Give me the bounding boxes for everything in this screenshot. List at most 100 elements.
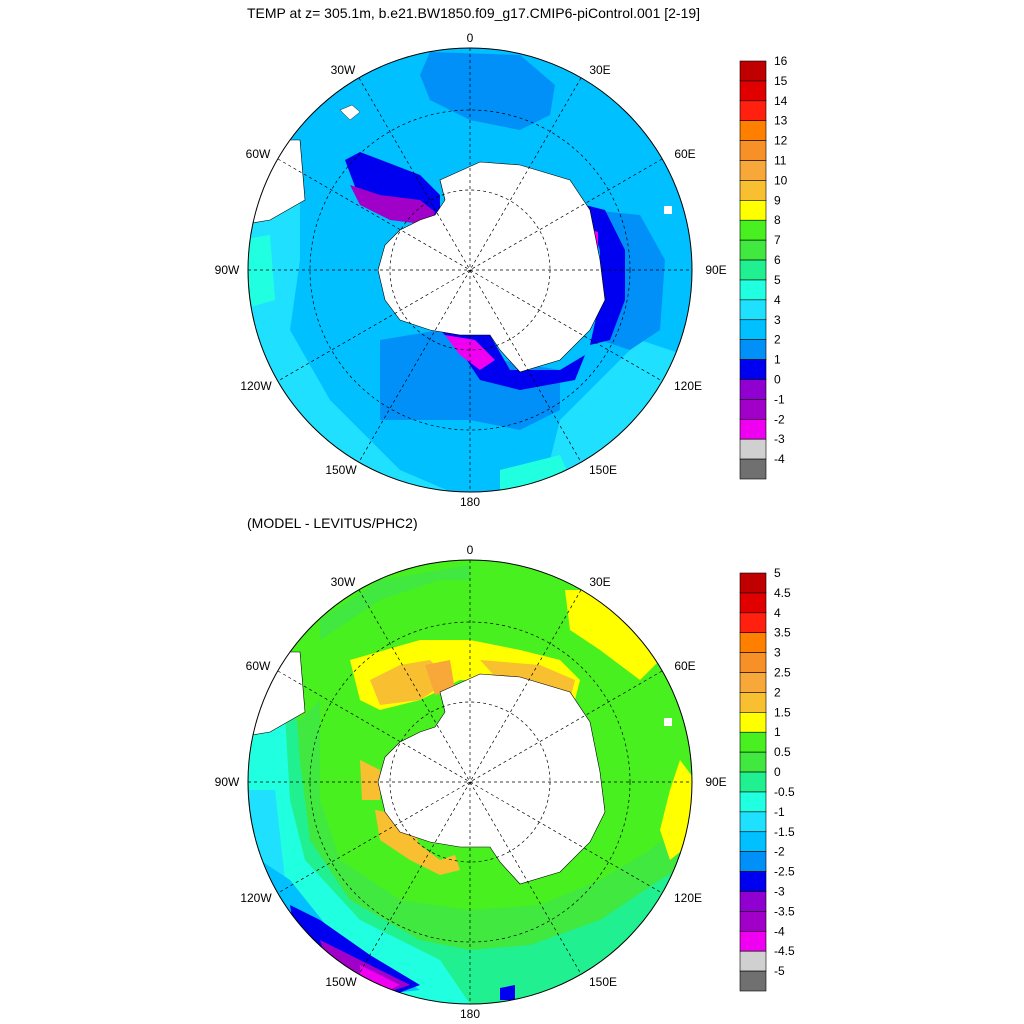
colorbar-label: -2	[774, 412, 785, 426]
bottom-warm-orange-core	[425, 660, 455, 695]
top-label-30e: 30E	[589, 63, 610, 77]
colorbar-label: 4	[774, 293, 781, 307]
bottom-label-0: 0	[467, 543, 474, 557]
bottom-label-120e: 120E	[674, 891, 702, 905]
colorbar-box	[739, 259, 767, 281]
colorbar-box	[739, 672, 767, 693]
colorbar-box	[739, 438, 767, 460]
colorbar-box	[739, 180, 767, 201]
colorbar-label: 7	[774, 233, 781, 247]
colorbar-box	[739, 831, 767, 852]
colorbar-label: -3.5	[774, 904, 795, 918]
colorbar-label: 8	[774, 213, 781, 227]
colorbar-box	[739, 592, 767, 614]
colorbar-box	[739, 692, 767, 713]
top-label-60e: 60E	[674, 147, 695, 161]
top-label-30w: 30W	[331, 63, 356, 77]
top-graticule	[248, 48, 692, 492]
colorbar-label: 1	[774, 353, 781, 367]
colorbar-box	[739, 871, 767, 892]
colorbar-box	[739, 911, 767, 932]
bottom-label-150e: 150E	[589, 975, 617, 989]
colorbar-label: -4	[774, 924, 785, 938]
top-subzero-patch-nw	[350, 185, 435, 225]
colorbar-label: -1	[774, 392, 785, 406]
colorbar-label: 13	[774, 114, 788, 128]
bottom-graticule	[248, 560, 692, 1004]
colorbar-label: 2	[774, 333, 781, 347]
colorbar-box	[739, 160, 767, 181]
bottom-label-30w: 30W	[331, 575, 356, 589]
colorbar-label: -3	[774, 432, 785, 446]
colorbar-label: 1.5	[774, 705, 791, 719]
top-label-180: 180	[460, 495, 480, 509]
top-label-120w: 120W	[240, 379, 272, 393]
bottom-cold-patch3	[360, 965, 400, 992]
colorbar-label: 11	[774, 154, 787, 168]
bottom-map	[247, 559, 693, 1005]
top-lon-labels: 0 30E 60E 90E 120E 150E 180 150W 120W 90…	[215, 31, 727, 509]
bottom-colorbar: 5 4.5 4 3.5 3 2.5 2 1.5 1 0.5 0 -0.5 -1 -1.5 -2 -2.5 -3 -…	[739, 566, 795, 992]
colorbar-label: 0.5	[774, 745, 791, 759]
colorbar-box	[739, 239, 767, 261]
colorbar-box	[739, 930, 767, 952]
colorbar-label: 4	[774, 606, 781, 620]
colorbar-label: -1.5	[774, 825, 795, 839]
bottom-title: (MODEL - LEVITUS/PHC2)	[247, 515, 418, 531]
top-label-150w: 150W	[325, 463, 357, 477]
top-cold-ring-e	[585, 205, 625, 345]
bottom-label-60w: 60W	[246, 659, 271, 673]
colorbar-label: 0	[774, 765, 781, 779]
bottom-warm-yellow-ne	[565, 590, 660, 680]
colorbar-label: -0.5	[774, 785, 795, 799]
colorbar-box	[739, 319, 767, 340]
colorbar-box	[739, 219, 767, 241]
colorbar-box	[739, 891, 767, 912]
colorbar-box	[739, 950, 767, 972]
bottom-label-30e: 30E	[589, 575, 610, 589]
bottom-warm-patch-w	[360, 760, 380, 800]
colorbar-label: -4	[774, 452, 785, 466]
colorbar-box	[739, 572, 767, 594]
colorbar-box	[739, 140, 767, 161]
colorbar-label: 9	[774, 193, 781, 207]
colorbar-label: 0	[774, 372, 781, 386]
top-label-0: 0	[467, 31, 474, 45]
colorbar-box	[739, 120, 767, 141]
colorbar-label: 5	[774, 273, 781, 287]
bottom-map-border	[247, 559, 693, 1005]
colorbar-box	[739, 100, 767, 122]
colorbar-label: 3.5	[774, 626, 791, 640]
top-island-east	[664, 206, 672, 214]
top-subzero-patch-s	[445, 335, 495, 370]
colorbar-box	[739, 418, 767, 440]
colorbar-label: -3	[774, 884, 785, 898]
bottom-label-180: 180	[460, 1007, 480, 1021]
colorbar-box	[739, 632, 767, 653]
top-label-90w: 90W	[215, 263, 240, 277]
top-warm-patch-west	[248, 235, 275, 310]
top-region-north	[420, 52, 555, 130]
colorbar-label: 16	[774, 54, 788, 68]
bottom-island-east	[664, 718, 672, 726]
colorbar-box	[739, 339, 767, 360]
colorbar-box	[739, 771, 767, 793]
top-label-120e: 120E	[674, 379, 702, 393]
colorbar-box	[739, 200, 767, 221]
colorbar-box	[739, 279, 767, 301]
colorbar-box	[739, 399, 767, 420]
colorbar-label: -2.5	[774, 865, 795, 879]
bottom-label-60e: 60E	[674, 659, 695, 673]
colorbar-label: 5	[774, 566, 781, 580]
colorbar-label: -1	[774, 805, 785, 819]
colorbar-box	[739, 851, 767, 872]
top-label-90e: 90E	[705, 263, 726, 277]
colorbar-label: -2	[774, 845, 785, 859]
colorbar-box	[739, 970, 767, 992]
colorbar-label: 10	[774, 173, 788, 187]
colorbar-label: 6	[774, 253, 781, 267]
top-map-border	[247, 47, 693, 493]
top-antarctica	[377, 161, 606, 373]
